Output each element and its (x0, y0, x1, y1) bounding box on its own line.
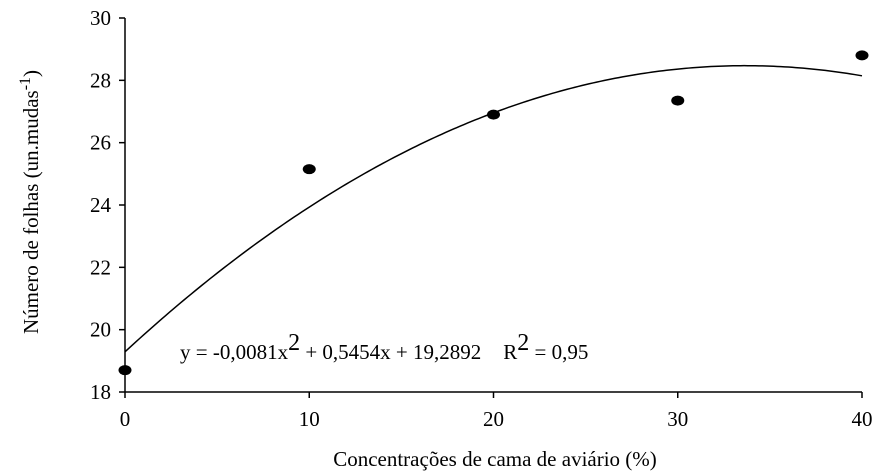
x-tick-label: 20 (483, 407, 504, 431)
x-tick-label: 30 (667, 407, 688, 431)
y-axis-title-close: ) (19, 70, 43, 77)
x-ticks: 0 10 20 30 40 (120, 392, 873, 431)
x-tick-label: 40 (852, 407, 873, 431)
y-tick-label: 22 (90, 255, 111, 279)
y-tick-label: 26 (90, 131, 111, 155)
y-axis-title: Número de folhas (un.mudas-1) (17, 70, 43, 334)
y-tick-label: 20 (90, 318, 111, 342)
data-point (855, 50, 869, 61)
y-tick-label: 28 (90, 68, 111, 92)
y-ticks: 18 20 22 24 26 28 30 (90, 6, 125, 404)
trend-curve (124, 64, 863, 353)
x-tick-label: 0 (120, 407, 131, 431)
equation-lhs: y = -0,0081x (180, 340, 289, 364)
data-point (487, 109, 500, 120)
data-point (671, 95, 685, 106)
data-point (302, 164, 316, 175)
r-squared-exponent: 2 (517, 330, 529, 356)
regression-equation: y = -0,0081x2 + 0,5454x + 19,2892 R2 = 0,… (180, 330, 588, 364)
equation-x-exponent: 2 (288, 330, 300, 356)
y-axis-title-text: Número de folhas (un.mudas (19, 90, 43, 334)
r-squared-value: = 0,95 (529, 340, 588, 364)
r-squared-label: R (503, 340, 517, 364)
x-tick-label: 10 (299, 407, 320, 431)
y-tick-label: 18 (90, 380, 111, 404)
data-point (118, 365, 132, 376)
equation-rest: + 0,5454x + 19,2892 (300, 340, 481, 364)
y-tick-label: 24 (90, 193, 112, 217)
x-axis-title: Concentrações de cama de aviário (%) (333, 447, 657, 471)
y-axis-title-sup: -1 (17, 77, 34, 90)
data-points (118, 50, 869, 376)
y-tick-label: 30 (90, 6, 111, 30)
